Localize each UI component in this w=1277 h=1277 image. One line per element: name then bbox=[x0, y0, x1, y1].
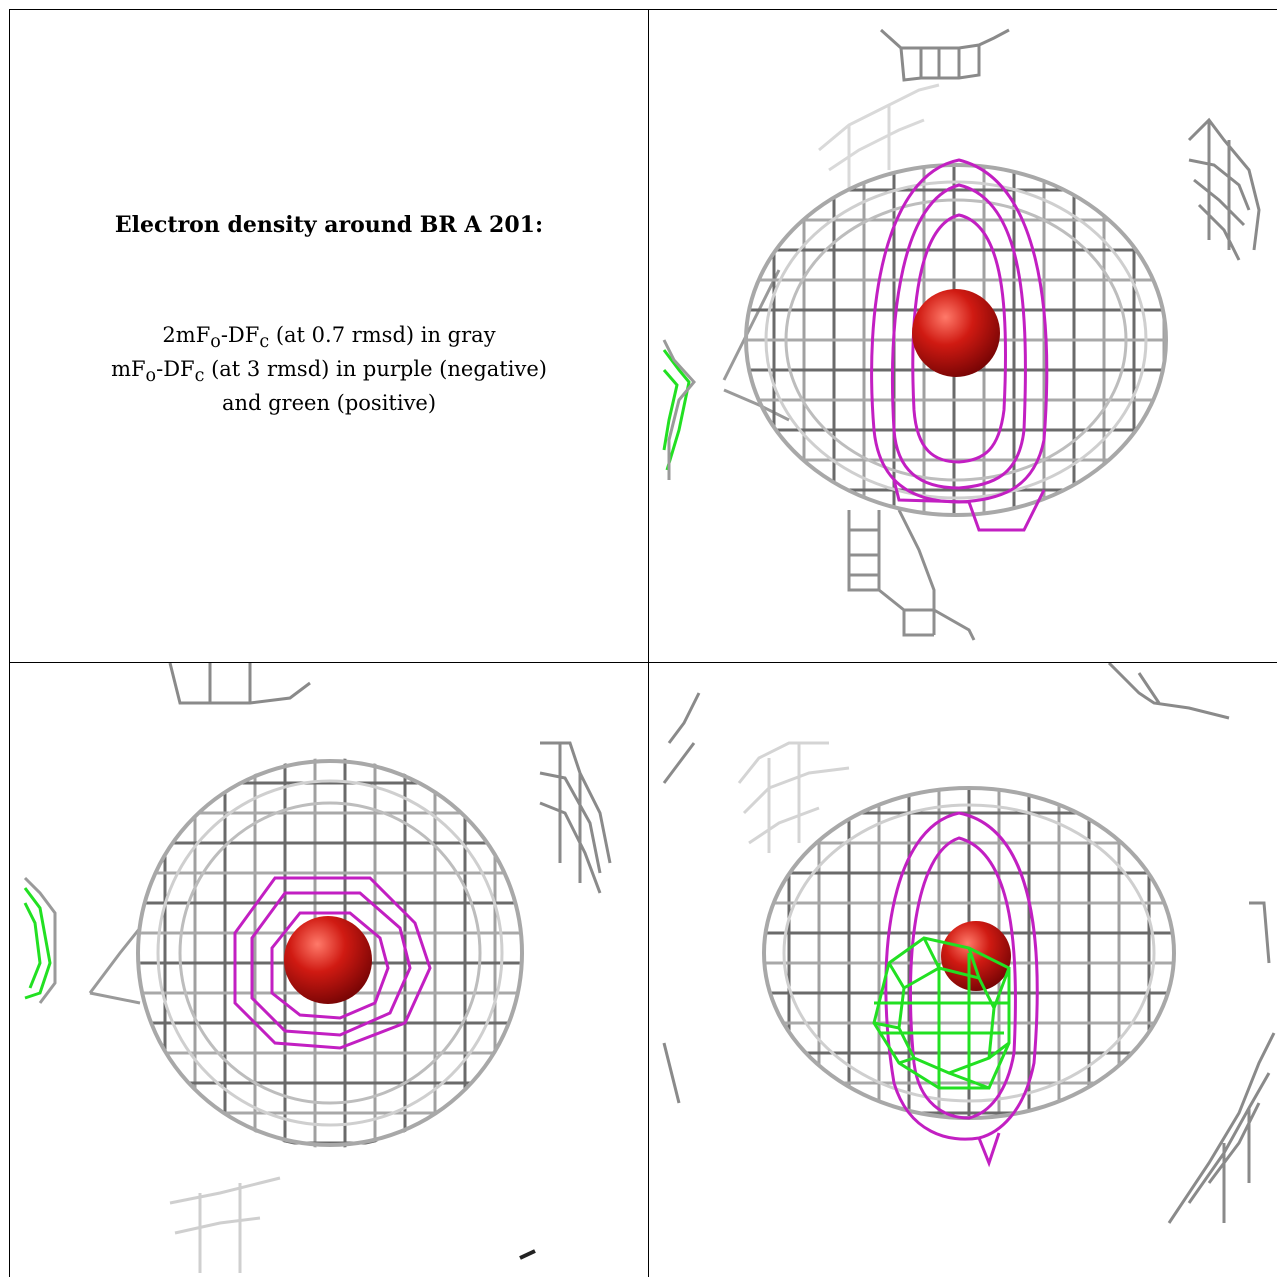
caption-line-difference: mFo-DFc (at 3 rmsd) in purple (negative) bbox=[111, 357, 547, 387]
view-bottom-right bbox=[649, 663, 1277, 1277]
atom-sphere bbox=[912, 289, 1000, 377]
frame-top bbox=[10, 9, 1277, 10]
view-top-right bbox=[649, 10, 1277, 662]
frame-left bbox=[9, 9, 10, 1277]
density-mesh-icon bbox=[23, 663, 612, 1273]
positive-density-fragment bbox=[662, 349, 691, 471]
frame-vertical-divider bbox=[648, 9, 649, 1277]
caption-line-positive: and green (positive) bbox=[221, 391, 437, 415]
density-mesh-icon bbox=[662, 663, 1276, 1224]
frame-horizontal-divider bbox=[10, 662, 1277, 663]
density-mesh-icon bbox=[662, 28, 1261, 641]
negative-density-mesh bbox=[884, 811, 1039, 1168]
legend-caption: Electron density around BR A 201: 2mFo-D… bbox=[10, 10, 648, 662]
view-bottom-left bbox=[10, 663, 648, 1277]
negative-density-mesh bbox=[233, 876, 432, 1050]
caption-title: Electron density around BR A 201: bbox=[114, 212, 544, 238]
mesh-fragment bbox=[879, 28, 1261, 261]
positive-density-fragment bbox=[23, 887, 52, 1000]
atom-sphere bbox=[284, 916, 372, 1004]
caption-line-gray: 2mFo-DFc (at 0.7 rmsd) in gray bbox=[162, 323, 496, 353]
negative-density-mesh bbox=[870, 158, 1049, 532]
positive-density-mesh bbox=[872, 936, 1011, 1090]
atom-sphere bbox=[941, 921, 1011, 991]
